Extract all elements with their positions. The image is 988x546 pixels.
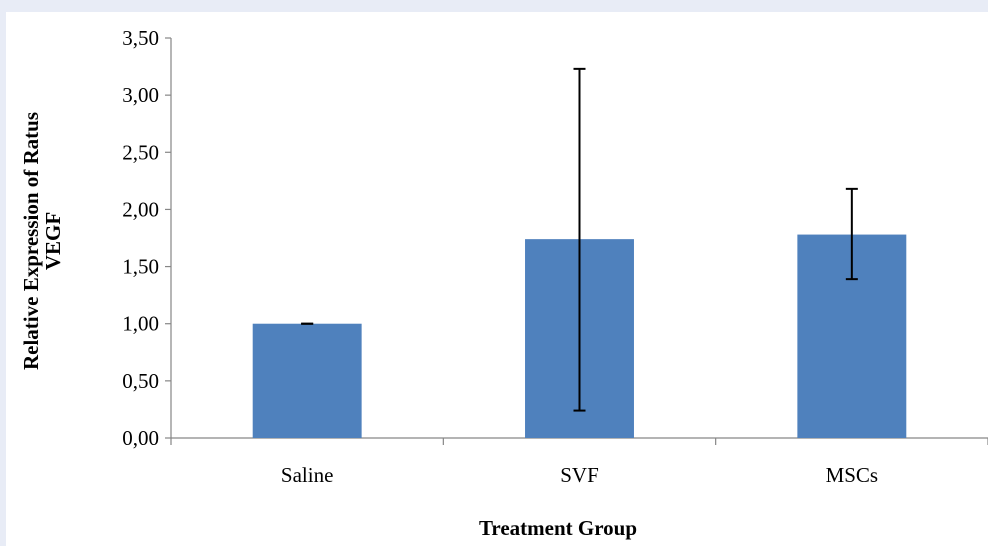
y-axis: 0,00 0,50 1,00 1,50 2,00 2,50 3,00 3,50 — [122, 26, 172, 450]
x-tick-label: SVF — [560, 463, 599, 487]
y-tick-label: 0,00 — [122, 426, 159, 450]
y-tick-label: 2,00 — [122, 197, 159, 221]
x-tick-label: MSCs — [826, 463, 879, 487]
bar-saline — [252, 323, 362, 438]
y-axis-title-line1: Relative Expression of Ratus — [19, 112, 43, 370]
y-tick-label: 2,50 — [122, 140, 159, 164]
y-tick-label: 3,00 — [122, 83, 159, 107]
y-tick-label: 3,50 — [122, 26, 159, 50]
y-tick-label: 1,50 — [122, 255, 159, 279]
x-axis-title: Treatment Group — [479, 516, 637, 540]
x-tick-label: Saline — [281, 463, 334, 487]
y-axis-title-line2: VEGF — [41, 212, 65, 270]
y-tick-label: 0,50 — [122, 369, 159, 393]
error-bars — [301, 67, 858, 412]
x-axis: Saline SVF MSCs — [170, 437, 988, 487]
y-tick-label: 1,00 — [122, 312, 159, 336]
